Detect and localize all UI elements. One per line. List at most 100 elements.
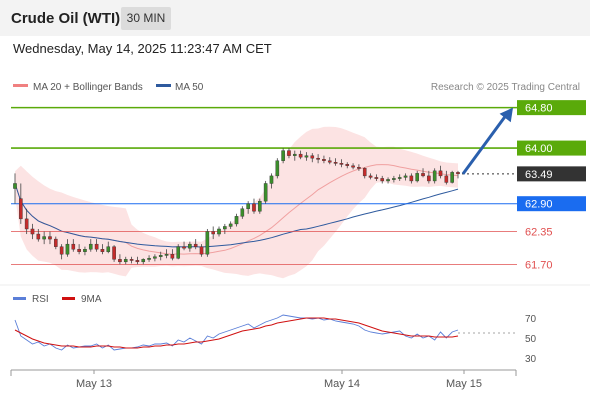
candle <box>223 223 227 235</box>
candle <box>42 231 46 245</box>
candle <box>71 239 76 252</box>
candle <box>24 208 29 235</box>
candle <box>444 170 449 185</box>
time-tick-label: May 14 <box>324 378 360 390</box>
instrument-title: Crude Oil (WTI) <box>11 10 121 27</box>
candle <box>287 148 291 159</box>
candle <box>275 158 280 179</box>
candle <box>392 175 396 183</box>
ma50-legend-label: MA 50 <box>175 82 204 93</box>
level-label-62.90: 62.90 <box>525 199 553 211</box>
candle <box>450 170 454 184</box>
candle <box>205 228 210 257</box>
bollinger-band-layer <box>14 126 459 279</box>
candle <box>240 206 245 219</box>
candle <box>333 158 338 166</box>
candle <box>170 249 175 261</box>
candle <box>456 170 460 179</box>
level-lines-layer: 64.80 64.00 63.49 62.90 62.35 61.70 <box>11 100 586 271</box>
candle <box>362 167 367 179</box>
candle <box>118 254 122 265</box>
candle <box>141 258 146 265</box>
rsi-legend-label: RSI <box>32 294 49 305</box>
candle <box>415 170 419 183</box>
ma50-legend-swatch <box>156 84 171 87</box>
candle <box>345 162 350 169</box>
level-label-64.00: 64.00 <box>525 143 553 155</box>
candle <box>409 173 414 184</box>
candle <box>13 173 17 204</box>
candle <box>357 164 361 171</box>
rsi-tick-50: 50 <box>525 334 537 345</box>
header-bar: Crude Oil (WTI) 30 MIN <box>0 0 590 36</box>
candle <box>54 236 58 250</box>
candles-layer <box>13 148 460 265</box>
timeframe-button[interactable]: 30 MIN <box>121 7 171 30</box>
candle <box>421 168 425 178</box>
ma50-line <box>14 183 459 248</box>
source-credit: Research © 2025 Trading Central <box>431 82 580 93</box>
candle <box>368 173 373 180</box>
time-tick-label: May 15 <box>446 378 482 390</box>
candle <box>59 244 64 260</box>
candle <box>48 231 52 245</box>
projection-arrow-head <box>499 107 513 123</box>
level-tag-63.49 <box>517 166 586 182</box>
candle <box>304 152 309 161</box>
rsi-legend-swatch <box>13 297 26 300</box>
candle <box>211 226 215 240</box>
time-axis: May 13 May 14 May 15 <box>10 369 517 390</box>
rsi-tick-70: 70 <box>525 314 537 325</box>
candle <box>351 163 355 170</box>
time-tick-label: May 13 <box>76 378 112 390</box>
candle <box>397 174 402 181</box>
candle <box>298 150 303 160</box>
rsi-line <box>14 314 459 351</box>
candle <box>182 241 186 251</box>
candle <box>19 183 23 224</box>
candle <box>327 157 332 165</box>
ma9-legend-label: 9MA <box>81 294 102 305</box>
level-label-64.80: 64.80 <box>525 103 553 115</box>
datetime-stamp: Wednesday, May 14, 2025 11:23:47 AM CET <box>13 41 272 56</box>
bb-legend-swatch <box>13 84 28 87</box>
candle <box>432 168 437 184</box>
candle <box>228 221 233 229</box>
candle <box>88 239 93 252</box>
ma9-legend-swatch <box>62 297 75 300</box>
candle <box>106 241 111 254</box>
candle <box>199 244 204 257</box>
candle <box>94 239 99 252</box>
level-tag-62.90 <box>517 196 586 212</box>
candle <box>153 254 157 262</box>
candle <box>83 246 87 256</box>
candle <box>65 239 70 257</box>
level-label-61.70: 61.70 <box>525 259 553 271</box>
candle <box>193 239 198 250</box>
candle <box>258 198 262 214</box>
candle <box>158 251 163 261</box>
candle <box>403 173 408 181</box>
candle <box>252 198 256 214</box>
candle <box>30 223 35 240</box>
candle <box>100 244 105 255</box>
rsi-panel: 70 50 30 <box>14 314 537 365</box>
bollinger-band-fill <box>15 126 458 279</box>
candle <box>263 180 268 204</box>
level-tag-64.00 <box>517 140 586 156</box>
level-label-62.35: 62.35 <box>525 227 553 239</box>
candle <box>234 213 239 227</box>
candle <box>135 256 140 265</box>
candle <box>123 256 128 265</box>
candle <box>164 249 169 259</box>
candle <box>246 201 250 214</box>
candle <box>339 159 344 168</box>
candle <box>292 150 297 161</box>
candle <box>36 228 41 242</box>
level-label-63.49: 63.49 <box>525 169 553 181</box>
candle <box>438 165 443 179</box>
candle <box>374 174 379 181</box>
candle <box>176 244 181 260</box>
candle <box>322 155 326 164</box>
